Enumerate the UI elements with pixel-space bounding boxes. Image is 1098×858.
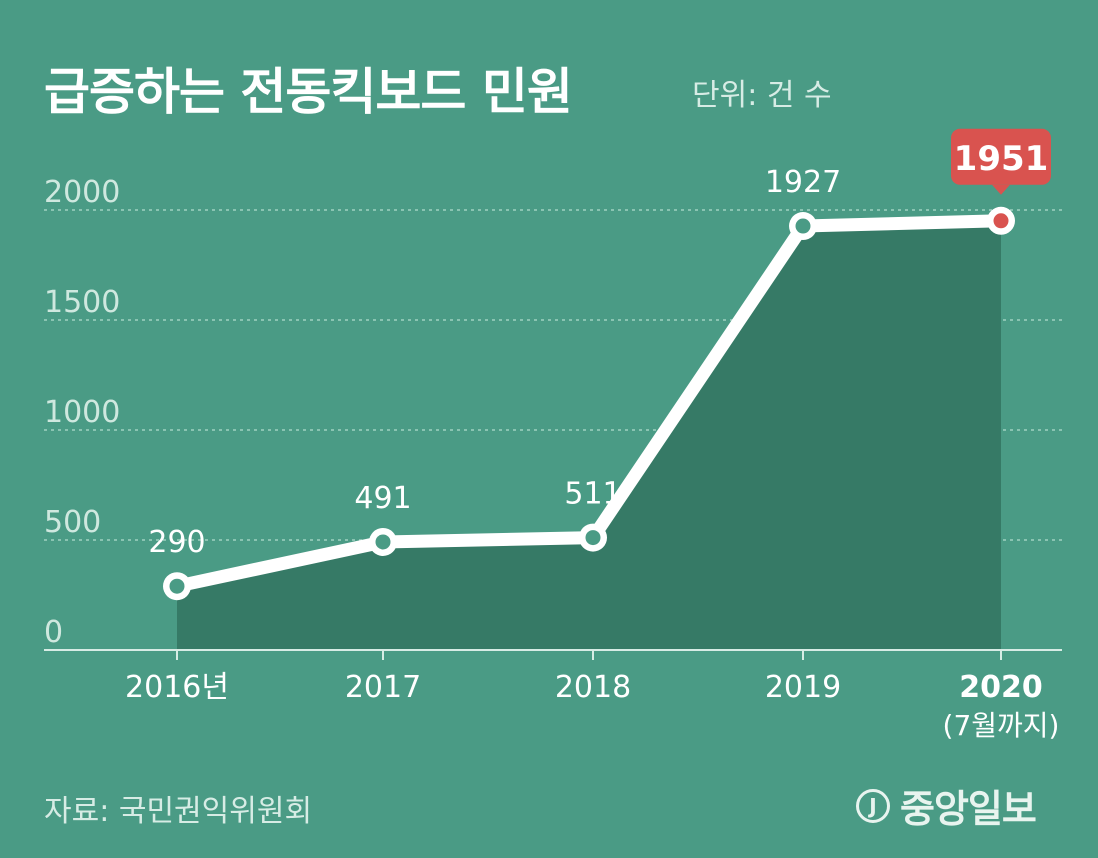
logo-text: 중앙일보 [900, 787, 1037, 831]
source-label: 자료: 국민권익위원회 [44, 794, 313, 829]
x-tick-label: 2020 [959, 670, 1043, 705]
x-tick-label: 2016년 [125, 670, 229, 705]
data-label: 1927 [765, 165, 841, 200]
data-label: 511 [564, 477, 621, 512]
x-tick-sublabel: (7월까지) [943, 709, 1060, 742]
highlight-badge-pointer [992, 184, 1010, 195]
data-label: 290 [148, 525, 205, 560]
data-point [993, 213, 1009, 229]
y-tick-label: 1500 [44, 285, 120, 320]
y-tick-label: 500 [44, 505, 101, 540]
data-label-highlight: 1951 [954, 139, 1049, 179]
data-point [375, 534, 391, 550]
logo-mark-icon: J [856, 788, 890, 823]
publisher-logo: J 중앙일보 [856, 778, 1037, 833]
area-fill [177, 220, 1001, 650]
data-point [585, 530, 601, 546]
y-tick-label: 2000 [44, 175, 120, 210]
x-tick-label: 2019 [765, 670, 841, 705]
chart-title: 급증하는 전동킥보드 민원 [44, 63, 573, 121]
x-tick-label: 2018 [555, 670, 631, 705]
unit-label: 단위: 건 수 [692, 78, 832, 113]
y-tick-label: 0 [44, 615, 63, 650]
y-tick-label: 1000 [44, 395, 120, 430]
x-tick-label: 2017 [345, 670, 421, 705]
highlight-badge [951, 128, 1051, 185]
data-point [795, 218, 811, 234]
data-point [169, 578, 185, 594]
data-label: 491 [354, 481, 411, 516]
